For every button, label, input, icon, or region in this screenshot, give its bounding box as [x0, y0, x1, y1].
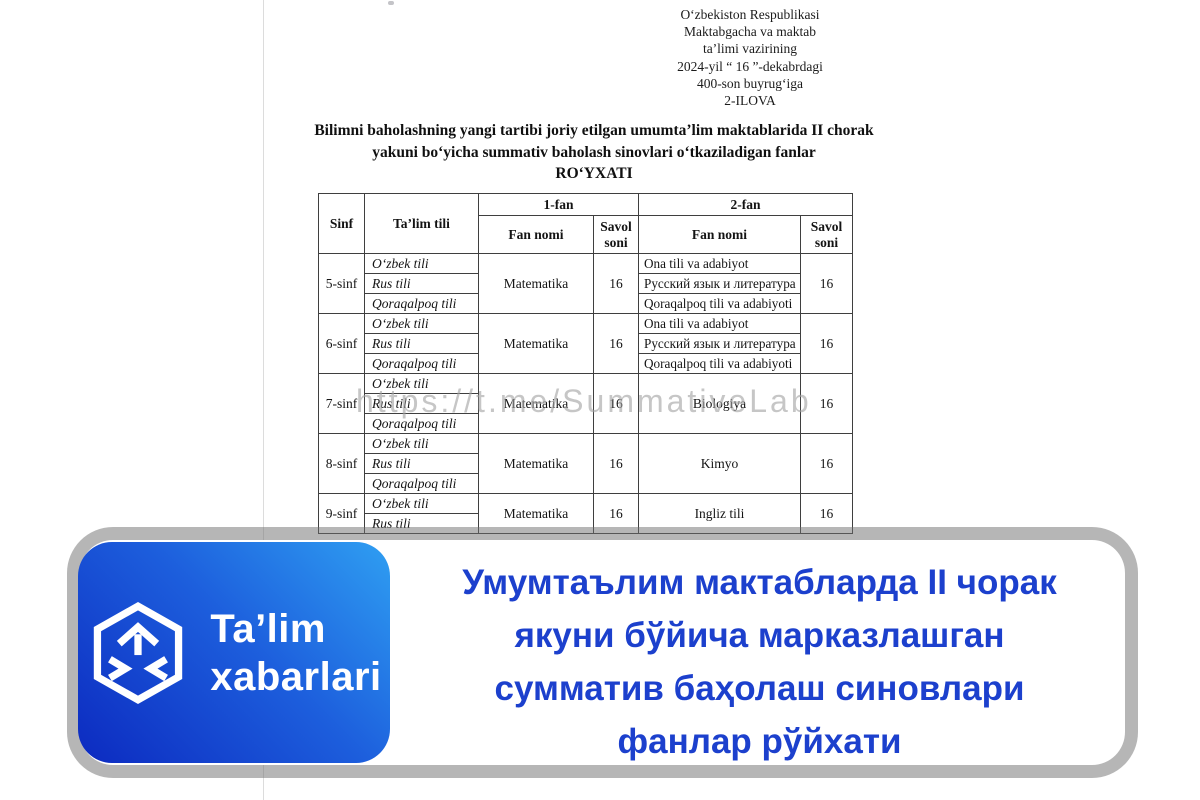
- logo-text: Ta’lim xabarlari: [210, 605, 381, 701]
- document-title-line: RO‘YXATI: [555, 165, 633, 182]
- col-header-fan1-savol: Savol soni: [593, 215, 639, 254]
- telegram-watermark: https://t.me/SummativeLab: [356, 383, 812, 419]
- question-count-cell: 16: [800, 373, 853, 434]
- language-cell: Rus tili: [364, 393, 479, 414]
- logo-text-line2: xabarlari: [210, 654, 382, 699]
- language-cell: Qoraqalpoq tili: [364, 293, 479, 314]
- question-count-cell: 16: [593, 313, 639, 374]
- decree-line: 400-son buyrug‘iga: [696, 75, 804, 91]
- subject1-cell: Matematika: [478, 373, 594, 434]
- grade-cell: 7-sinf: [318, 373, 365, 434]
- language-cell: Qoraqalpoq tili: [364, 473, 479, 494]
- language-cell: O‘zbek tili: [364, 253, 479, 274]
- subject2-cell: Qoraqalpoq tili va adabiyoti: [638, 293, 801, 314]
- decree-line: O‘zbekiston Respublikasi: [680, 7, 820, 22]
- question-count-cell: 16: [593, 433, 639, 494]
- col-header-talim-tili: Ta’lim tili: [364, 193, 479, 254]
- document-page-edge: [263, 0, 264, 800]
- col-header-fan2-nomi: Fan nomi: [638, 215, 801, 254]
- channel-banner: Ta’lim xabarlari Умумтаълим мактабларда …: [67, 527, 1138, 778]
- question-count-cell: 16: [800, 253, 853, 314]
- subject1-cell: Matematika: [478, 433, 594, 494]
- subject1-cell: Matematika: [478, 253, 594, 314]
- cube-arrows-icon: [94, 601, 183, 704]
- subject2-cell: Ona tili va adabiyot: [638, 253, 801, 274]
- document-title-line: Bilimni baholashning yangi tartibi joriy…: [314, 122, 874, 139]
- language-cell: Qoraqalpoq tili: [364, 353, 479, 374]
- grade-cell: 6-sinf: [318, 313, 365, 374]
- grade-cell: 5-sinf: [318, 253, 365, 314]
- col-header-fan2-savol: Savol soni: [800, 215, 853, 254]
- language-cell: Rus tili: [364, 333, 479, 354]
- decree-line: 2024-yil “ 16 ”-dekabrdagi: [677, 58, 823, 74]
- question-count-cell: 16: [593, 253, 639, 314]
- col-header-sinf: Sinf: [318, 193, 365, 254]
- decree-line: Maktabgacha va maktab: [684, 24, 816, 40]
- language-cell: O‘zbek tili: [364, 433, 479, 454]
- question-count-cell: 16: [800, 433, 853, 494]
- language-cell: Rus tili: [364, 273, 479, 294]
- subject2-cell: Kimyo: [638, 433, 801, 494]
- document-title-line: yakuni bo‘yicha summativ baholash sinovl…: [372, 143, 816, 161]
- col-header-fan2: 2-fan: [638, 193, 853, 216]
- subject2-cell: Ona tili va adabiyot: [638, 313, 801, 334]
- document-title: Bilimni baholashning yangi tartibi joriy…: [288, 120, 900, 185]
- subject2-cell: Русский язык и литература: [638, 273, 801, 294]
- decree-reference-block: O‘zbekiston Respublikasi Maktabgacha va …: [600, 6, 900, 109]
- language-cell: O‘zbek tili: [364, 313, 479, 334]
- col-header-fan1: 1-fan: [478, 193, 639, 216]
- banner-title: Умумтаълим мактабларда II чорак якуни бў…: [400, 556, 1119, 768]
- language-cell: Rus tili: [364, 453, 479, 474]
- col-header-fan1-nomi: Fan nomi: [478, 215, 594, 254]
- language-cell: O‘zbek tili: [364, 493, 479, 514]
- decree-line: 2-ILOVA: [724, 93, 776, 109]
- decree-line: ta’limi vazirining: [702, 41, 798, 57]
- subject2-cell: Русский язык и литература: [638, 333, 801, 354]
- language-cell: O‘zbek tili: [364, 373, 479, 394]
- question-count-cell: 16: [800, 313, 853, 374]
- grade-cell: 8-sinf: [318, 433, 365, 494]
- banner-title-line: Умумтаълим мактабларда II чорак: [462, 563, 1057, 602]
- logo-text-line1: Ta’lim: [210, 606, 326, 651]
- banner-title-line: якуни бўйича марказлашган: [514, 616, 1005, 655]
- subjects-table: Sinf Ta’lim tili 1-fan 2-fan Fan nomi Sa…: [318, 193, 853, 534]
- scan-artifact: [388, 1, 394, 5]
- subjects-table-grid: Sinf Ta’lim tili 1-fan 2-fan Fan nomi Sa…: [318, 193, 853, 534]
- language-cell: Qoraqalpoq tili: [364, 413, 479, 434]
- banner-title-line: фанлар рўйхати: [617, 722, 902, 761]
- logo-card: Ta’lim xabarlari: [78, 542, 390, 763]
- subject2-cell: Qoraqalpoq tili va adabiyoti: [638, 353, 801, 374]
- subject1-cell: Matematika: [478, 313, 594, 374]
- subject2-cell: Biologiya: [638, 373, 801, 434]
- banner-title-line: сумматив баҳолаш синовлари: [494, 669, 1025, 708]
